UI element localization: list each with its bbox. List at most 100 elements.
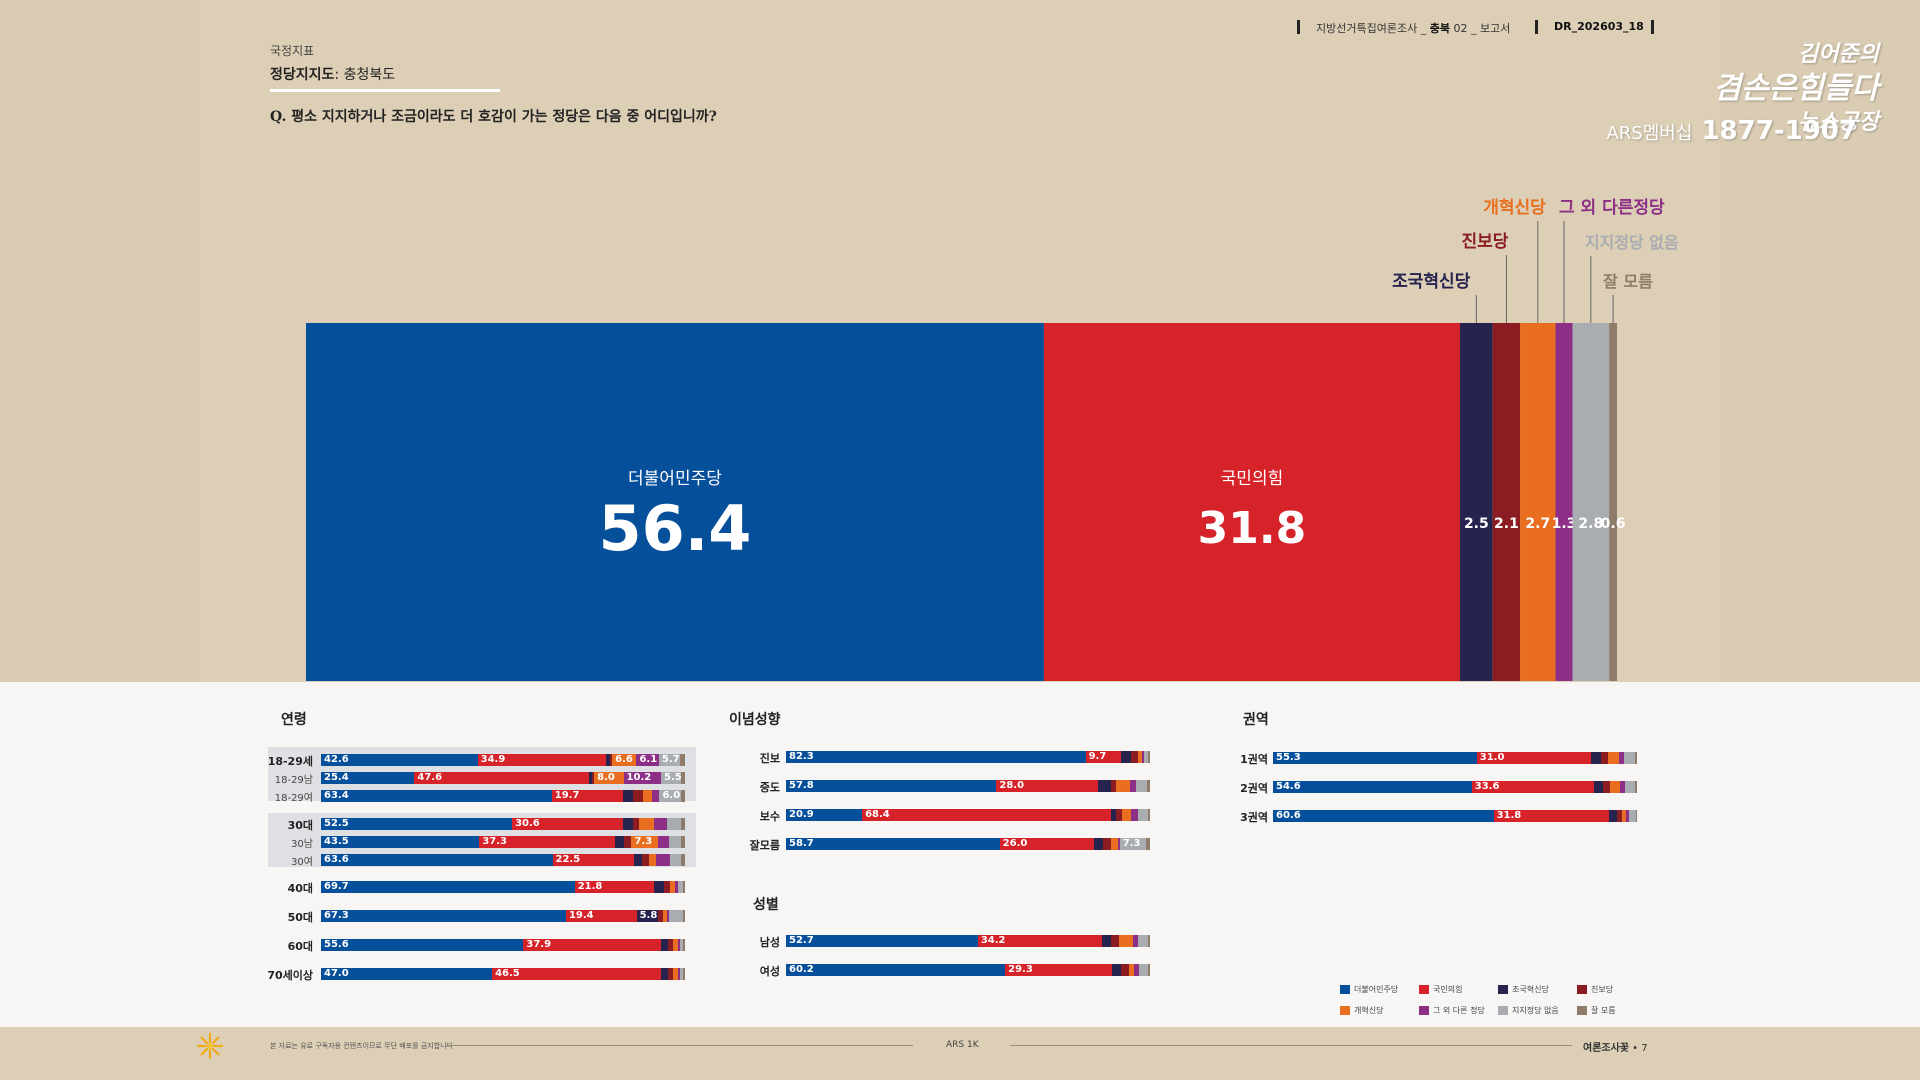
row-segment-value: 43.5 (324, 836, 349, 847)
row-segment-rebuild (1609, 810, 1617, 822)
stacked-row-bar: 55.3 31.0 (1273, 752, 1637, 764)
row-segment-value: 7.3 (634, 836, 653, 847)
row-segment-democratic: 20.9 (786, 809, 863, 821)
row-segment-value: 67.3 (324, 910, 349, 921)
row-segment-other (652, 790, 660, 802)
legend: 더불어민주당 국민의힘 조국혁신당 진보당 개혁신당 그 외 다른 정당 지지정당 없음 잘 … (1340, 984, 1616, 1020)
row-segment-value: 6.0 (662, 790, 681, 801)
row-label: 18-29남 (274, 775, 313, 786)
flower-logo-icon (196, 1032, 224, 1060)
row-segment-other (1133, 935, 1138, 947)
row-segment-value: 47.0 (324, 968, 349, 979)
row-segment-value: 52.5 (324, 818, 349, 829)
row-segment-ppp: 19.4 (565, 910, 637, 922)
footer (0, 1027, 1920, 1080)
row-segment-value: 19.7 (554, 790, 580, 801)
row-segment-value: 68.4 (865, 809, 890, 820)
row-segment-progressive (1602, 781, 1611, 793)
legend-label: 그 외 다른 정당 (1433, 1006, 1485, 1015)
row-segment-democratic: 60.6 (1273, 810, 1494, 822)
row-segment-democratic: 42.6 (321, 754, 478, 766)
row-segment-other (1141, 751, 1145, 763)
row-segment-rebuild (634, 854, 642, 866)
main-bar-value-label: 2.8 (1578, 516, 1603, 532)
row-segment-democratic: 54.6 (1273, 781, 1472, 793)
row-segment-other (666, 910, 669, 922)
row-segment-rebuild (1111, 809, 1117, 821)
stacked-row-bar: 67.3 19.4 5.8 (321, 910, 685, 922)
row-segment-ppp: 30.6 (512, 818, 624, 830)
row-segment-value: 55.3 (1276, 752, 1301, 763)
main-bar-party-label: 국민의힘 (1221, 469, 1284, 489)
row-segment-ppp: 28.0 (996, 780, 1099, 792)
footer-note: 본 자료는 유료 구독자용 컨텐츠이므로 무단 배포를 금지합니다 (270, 1042, 454, 1050)
legend-item: 개혁신당 (1340, 1005, 1383, 1016)
row-label: 60대 (287, 940, 313, 953)
header-divider (1651, 20, 1654, 34)
row-segment-value: 10.2 (626, 772, 652, 783)
row-segment-unknown (683, 881, 685, 893)
legend-swatch (1419, 985, 1429, 994)
row-segment-value: 7.3 (1122, 838, 1141, 849)
row-segment-other (656, 854, 671, 866)
row-segment-value: 63.4 (324, 790, 349, 801)
row-segment-value: 58.7 (789, 838, 814, 849)
row-segment-progressive (1111, 935, 1119, 947)
broadcast-logo: 김어준의 겸손은힘들다 뉴스공장 ARS멤버십 1877-1907 (1605, 38, 1887, 150)
row-segment-none (1135, 780, 1148, 792)
row-segment-unknown (681, 836, 685, 848)
footer-center: ARS 1K (946, 1040, 979, 1050)
row-segment-none (677, 881, 684, 893)
row-segment-none (668, 836, 682, 848)
legend-label: 잘 모름 (1591, 1006, 1616, 1015)
callout-party-label: 개혁신당 (1483, 197, 1546, 218)
row-segment-value: 20.9 (789, 809, 814, 820)
row-segment-none (680, 968, 684, 980)
row-segment-democratic: 63.4 (321, 790, 552, 802)
row-segment-reform (1118, 935, 1134, 947)
legend-label: 더불어민주당 (1354, 985, 1399, 994)
row-segment-reform (672, 968, 679, 980)
row-segment-none: 7.3 (1119, 838, 1147, 850)
row-segment-value: 25.4 (324, 772, 349, 783)
row-segment-none (679, 939, 684, 951)
row-label: 2권역 (1240, 782, 1268, 795)
stacked-row-bar: 69.7 21.8 (321, 881, 685, 893)
footer-page: 여론조사꽃 • 7 (1583, 1043, 1648, 1054)
row-label: 진보 (759, 752, 780, 765)
row-segment-ppp: 21.8 (574, 881, 655, 893)
category-label: 국정지표 (270, 44, 315, 58)
legend-swatch (1577, 1006, 1587, 1015)
row-segment-ppp: 37.3 (479, 836, 616, 848)
row-label: 3권역 (1240, 811, 1268, 824)
main-bar-value-label: 31.8 (1198, 503, 1307, 554)
legend-item: 잘 모름 (1577, 1005, 1616, 1016)
row-segment-value: 37.3 (482, 836, 508, 847)
row-segment-unknown (679, 754, 685, 766)
row-segment-value: 63.6 (324, 854, 349, 865)
row-segment-unknown (1148, 751, 1150, 763)
row-segment-reform (1110, 838, 1118, 850)
row-segment-none (668, 910, 683, 922)
main-bar-value-label: 2.1 (1494, 516, 1519, 532)
legend-item: 지지정당 없음 (1498, 1005, 1559, 1016)
row-segment-rebuild (1590, 752, 1601, 764)
header-survey: 지방선거특집여론조사 _ 충북 02 _ 보고서 (1316, 22, 1511, 35)
row-segment-progressive (1111, 780, 1116, 792)
row-segment-rebuild (589, 772, 593, 784)
legend-swatch (1340, 1006, 1350, 1015)
row-segment-progressive (1131, 751, 1139, 763)
row-segment-other (1117, 838, 1120, 850)
row-label: 70세이상 (267, 969, 313, 982)
row-segment-rebuild (1094, 838, 1104, 850)
callout-party-label: 그 외 다른정당 (1559, 198, 1665, 218)
row-label: 잘모름 (749, 839, 780, 852)
row-segment-other: 10.2 (623, 772, 662, 784)
row-segment-value: 31.8 (1496, 810, 1522, 821)
row-label: 30남 (291, 839, 313, 850)
row-segment-none (1624, 781, 1635, 793)
legend-swatch (1340, 985, 1350, 994)
row-segment-value: 60.2 (789, 964, 814, 975)
row-segment-value: 5.8 (639, 910, 658, 921)
